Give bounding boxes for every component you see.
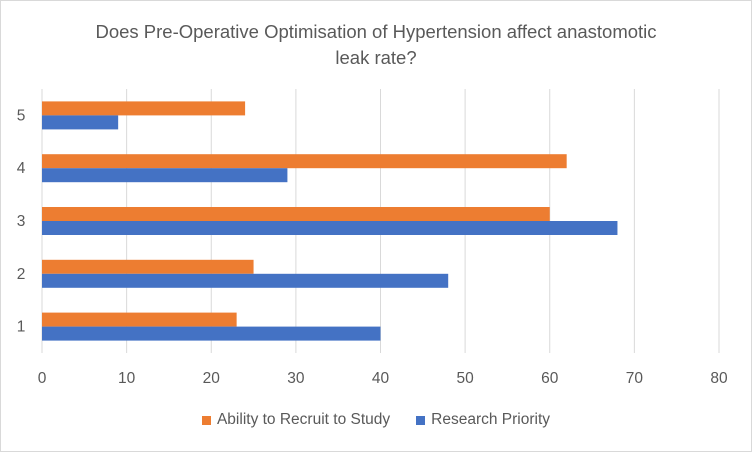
y-tick-label: 5: [17, 107, 26, 124]
bar-research-4: [42, 168, 288, 183]
x-tick-label: 30: [287, 370, 305, 387]
legend-swatch-research: [416, 415, 426, 425]
legend-item-research: Research Priority: [416, 411, 550, 429]
chart-title-line-2: leak rate?: [335, 47, 417, 68]
y-tick-label: 1: [17, 319, 26, 336]
bar-research-3: [42, 221, 618, 235]
legend-label-research: Research Priority: [431, 411, 551, 428]
bar-ability-3: [42, 207, 550, 221]
bar-research-5: [42, 115, 119, 130]
legend-label-ability: Ability to Recruit to Study: [216, 411, 391, 428]
bar-ability-4: [42, 154, 567, 169]
x-tick-label: 0: [38, 370, 47, 387]
bar-research-2: [42, 273, 449, 288]
bar-ability-1: [42, 312, 237, 327]
x-tick-label: 20: [203, 370, 221, 387]
legend-swatch-ability: [201, 415, 211, 425]
x-tick-label: 10: [118, 370, 136, 387]
chart-title-line-1: Does Pre-Operative Optimisation of Hyper…: [95, 21, 657, 42]
legend-item-ability: Ability to Recruit to Study: [201, 411, 391, 429]
y-tick-label: 3: [17, 213, 26, 230]
x-tick-label: 50: [457, 370, 475, 387]
y-tick-label: 2: [17, 266, 26, 283]
x-tick-label: 70: [626, 370, 644, 387]
chart-title: Does Pre-Operative Optimisation of Hyper…: [1, 19, 751, 71]
x-tick-label: 80: [710, 370, 728, 387]
x-tick-label: 60: [541, 370, 559, 387]
bar-ability-2: [42, 259, 254, 274]
chart-legend: Ability to Recruit to Study Research Pri…: [1, 411, 751, 429]
y-tick-label: 4: [17, 160, 26, 177]
x-tick-label: 40: [372, 370, 390, 387]
bar-research-1: [42, 326, 381, 341]
bar-ability-5: [42, 101, 246, 116]
